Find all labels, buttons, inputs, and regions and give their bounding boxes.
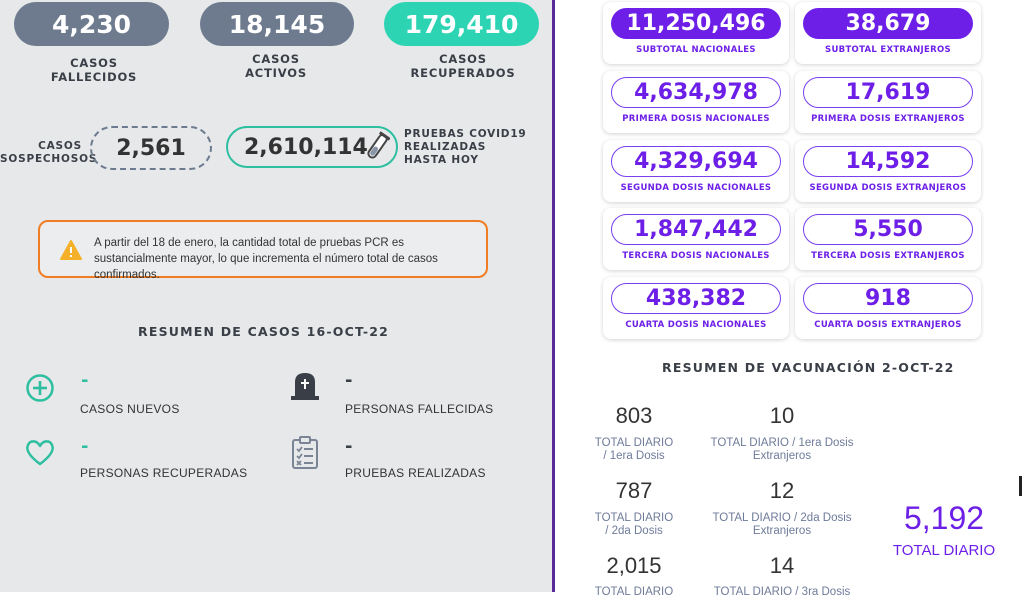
primera-nacionales-card: 4,634,978 PRIMERA DOSIS NACIONALES bbox=[603, 71, 789, 133]
pruebas-pill: 2,610,114 bbox=[226, 126, 398, 168]
daily-1era-ext-label: TOTAL DIARIO / 1era Dosis Extranjeros bbox=[710, 437, 854, 462]
card-label: CUARTA DOSIS EXTRANJEROS bbox=[814, 320, 962, 330]
card-value: 38,679 bbox=[803, 8, 973, 39]
test-tube-icon bbox=[367, 131, 390, 159]
card-value: 918 bbox=[803, 283, 973, 314]
card-label: TERCERA DOSIS NACIONALES bbox=[622, 251, 770, 261]
card-label: PRIMERA DOSIS NACIONALES bbox=[622, 114, 770, 124]
activos-value: 18,145 bbox=[228, 9, 326, 39]
card-label: SEGUNDA DOSIS EXTRANJEROS bbox=[809, 183, 967, 193]
card-value: 5,550 bbox=[803, 214, 973, 245]
heart-icon bbox=[26, 440, 54, 466]
daily-2da-value: 787 bbox=[615, 478, 653, 503]
casos-nuevos-value: - bbox=[81, 370, 89, 391]
tercera-nacionales-card: 1,847,442 TERCERA DOSIS NACIONALES bbox=[603, 208, 789, 270]
fallecidas-label: PERSONAS FALLECIDAS bbox=[345, 402, 494, 416]
pcr-alert: A partir del 18 de enero, la cantidad to… bbox=[38, 220, 488, 281]
card-label: SUBTOTAL NACIONALES bbox=[636, 45, 756, 55]
pruebas-caption: PRUEBAS COVID19 REALIZADAS HASTA HOY bbox=[404, 128, 527, 166]
sospechosos-value: 2,561 bbox=[116, 135, 186, 161]
segunda-extranjeros-card: 14,592 SEGUNDA DOSIS EXTRANJEROS bbox=[795, 140, 981, 202]
fallecidos-pill: 4,230 bbox=[14, 2, 169, 46]
daily-3ra-ext-value: 14 bbox=[769, 553, 795, 578]
card-value: 14,592 bbox=[803, 146, 973, 177]
daily-2da-ext-value: 12 bbox=[769, 478, 795, 503]
recuperados-pill: 179,410 bbox=[384, 2, 539, 46]
casos-nuevos-label: CASOS NUEVOS bbox=[80, 402, 180, 416]
alert-text: A partir del 18 de enero, la cantidad to… bbox=[94, 237, 438, 281]
warning-icon bbox=[60, 240, 82, 260]
clipboard-icon bbox=[292, 436, 318, 469]
daily-3ra-ext-label: TOTAL DIARIO / 3ra Dosis bbox=[713, 586, 851, 598]
card-value: 4,329,694 bbox=[611, 146, 781, 177]
resumen-casos-title: RESUMEN DE CASOS 16-OCT-22 bbox=[138, 324, 390, 339]
fallecidos-caption: CASOS FALLECIDOS bbox=[50, 56, 138, 84]
daily-3ra-label: TOTAL DIARIO bbox=[594, 586, 674, 598]
resumen-vacunacion-title: RESUMEN DE VACUNACIÓN 2-OCT-22 bbox=[662, 360, 955, 375]
card-label: SEGUNDA DOSIS NACIONALES bbox=[620, 183, 772, 193]
panel-divider bbox=[552, 0, 555, 592]
card-value: 438,382 bbox=[611, 283, 781, 314]
activos-caption: CASOS ACTIVOS bbox=[245, 52, 307, 80]
scroll-edge-mark bbox=[1019, 476, 1022, 496]
card-label: SUBTOTAL EXTRANJEROS bbox=[825, 45, 951, 55]
fallecidos-value: 4,230 bbox=[51, 9, 132, 39]
daily-1era-label: TOTAL DIARIO / 1era Dosis bbox=[594, 437, 674, 462]
fallecidas-value: - bbox=[345, 370, 353, 391]
card-label: CUARTA DOSIS NACIONALES bbox=[625, 320, 767, 330]
total-diario-value: 5,192 bbox=[903, 500, 985, 536]
card-value: 17,619 bbox=[803, 77, 973, 108]
total-diario-label: TOTAL DIARIO bbox=[892, 542, 996, 559]
daily-3ra-value: 2,015 bbox=[606, 553, 662, 578]
sospechosos-caption: CASOS SOSPECHOSOS bbox=[0, 140, 98, 165]
tercera-extranjeros-card: 5,550 TERCERA DOSIS EXTRANJEROS bbox=[795, 208, 981, 270]
pruebas-realizadas-value: - bbox=[345, 436, 353, 457]
cuarta-nacionales-card: 438,382 CUARTA DOSIS NACIONALES bbox=[603, 277, 789, 339]
recuperadas-value: - bbox=[81, 436, 89, 457]
card-value: 4,634,978 bbox=[611, 77, 781, 108]
tombstone-icon bbox=[291, 373, 319, 400]
card-value: 1,847,442 bbox=[611, 214, 781, 245]
activos-pill: 18,145 bbox=[200, 2, 354, 46]
daily-1era-value: 803 bbox=[615, 403, 653, 428]
casos-panel: 4,230 CASOS FALLECIDOS 18,145 CASOS ACTI… bbox=[0, 0, 553, 592]
recuperadas-label: PERSONAS RECUPERADAS bbox=[80, 466, 248, 480]
card-value: 11,250,496 bbox=[611, 8, 781, 39]
plus-circle-icon bbox=[26, 374, 54, 402]
segunda-nacionales-card: 4,329,694 SEGUNDA DOSIS NACIONALES bbox=[603, 140, 789, 202]
subtotal-extranjeros-card: 38,679 SUBTOTAL EXTRANJEROS bbox=[795, 2, 981, 64]
pruebas-value: 2,610,114 bbox=[244, 134, 368, 160]
card-label: PRIMERA DOSIS EXTRANJEROS bbox=[811, 114, 965, 124]
daily-1era-ext-value: 10 bbox=[769, 403, 795, 428]
recuperados-value: 179,410 bbox=[404, 9, 519, 39]
card-label: TERCERA DOSIS EXTRANJEROS bbox=[811, 251, 965, 261]
daily-2da-label: TOTAL DIARIO / 2da Dosis bbox=[594, 512, 674, 537]
daily-2da-ext-label: TOTAL DIARIO / 2da Dosis Extranjeros bbox=[712, 512, 852, 537]
pruebas-realizadas-label: PRUEBAS REALIZADAS bbox=[345, 466, 486, 480]
sospechosos-pill: 2,561 bbox=[90, 126, 212, 170]
cuarta-extranjeros-card: 918 CUARTA DOSIS EXTRANJEROS bbox=[795, 277, 981, 339]
primera-extranjeros-card: 17,619 PRIMERA DOSIS EXTRANJEROS bbox=[795, 71, 981, 133]
subtotal-nacionales-card: 11,250,496 SUBTOTAL NACIONALES bbox=[603, 2, 789, 64]
recuperados-caption: CASOS RECUPERADOS bbox=[410, 52, 516, 80]
